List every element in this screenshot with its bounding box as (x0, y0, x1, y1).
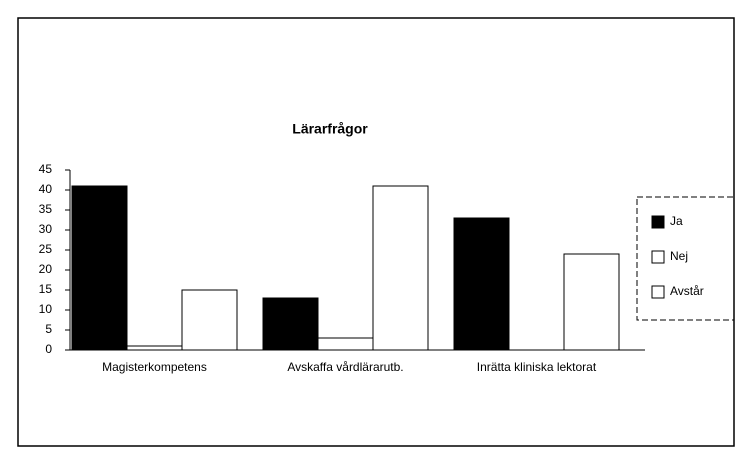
bar (563, 253, 620, 351)
y-tick-label: 30 (39, 222, 53, 236)
legend-swatch (651, 215, 665, 229)
x-tick-label: Inrätta kliniska lektorat (477, 360, 597, 374)
y-tick-label: 20 (39, 262, 53, 276)
bar (71, 185, 128, 351)
bar (317, 337, 374, 351)
chart-title: Lärarfrågor (292, 121, 368, 137)
y-tick-label: 5 (45, 322, 52, 336)
legend-label: Nej (670, 249, 688, 263)
legend-swatch (651, 250, 665, 264)
x-tick-label: Avskaffa vårdlärarutb. (287, 360, 403, 374)
bar (372, 185, 429, 351)
y-tick-label: 35 (39, 202, 53, 216)
bar (126, 345, 183, 351)
bar (453, 217, 510, 351)
legend-box (636, 196, 735, 321)
bar (181, 289, 238, 351)
x-tick-label: Magisterkompetens (102, 360, 207, 374)
legend-label: Avstår (670, 284, 704, 298)
y-tick-label: 25 (39, 242, 53, 256)
y-tick-label: 10 (39, 302, 53, 316)
y-tick-label: 15 (39, 282, 53, 296)
legend-label: Ja (670, 214, 683, 228)
bar (262, 297, 319, 351)
legend-swatch (651, 285, 665, 299)
y-tick-label: 40 (39, 182, 53, 196)
y-tick-label: 45 (39, 162, 53, 176)
y-tick-label: 0 (45, 342, 52, 356)
